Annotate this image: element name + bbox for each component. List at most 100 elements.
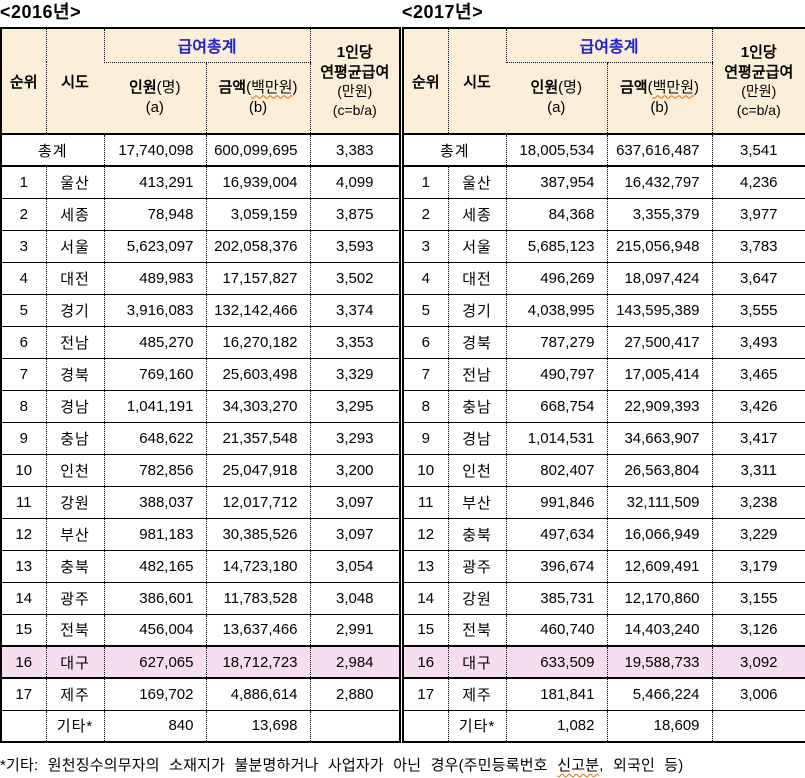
table-row: 9 충남 648,622 21,357,548 3,293 [1, 422, 401, 454]
total-label-cell: 총계 [37, 142, 68, 160]
count-cell: 991,846 [505, 486, 607, 518]
table-row: 10 인천 802,407 26,563,804 3,311 [403, 454, 805, 486]
region-cell: 경남 [45, 390, 104, 422]
count-cell: 3,916,083 [103, 294, 206, 326]
rank-cell: 7 [19, 365, 28, 383]
count-cell: 181,841 [505, 678, 607, 710]
avg-cell: 3,126 [711, 614, 805, 646]
amount-cell: 18,097,424 [606, 262, 713, 294]
rank-cell: 1 [421, 173, 430, 191]
table-row: 11 부산 991,846 32,111,509 3,238 [403, 486, 805, 518]
salary-table-2017: 순위 시도 급여총계 1인당 연평균급여 (만원) (c=b/a) 인원(명) … [402, 27, 805, 743]
amount-cell: 3,059,159 [205, 198, 311, 230]
rank-cell: 5 [421, 301, 430, 319]
per-capita-header: 1인당 연평균급여 (만원) (c=b/a) [711, 28, 805, 134]
salary-table-2016: 순위 시도 급여총계 1인당 연평균급여 (만원) (c=b/a) 인원(명) … [0, 27, 402, 743]
count-cell: 489,983 [103, 262, 206, 294]
amount-cell: 14,723,180 [205, 550, 311, 582]
count-cell: 482,165 [103, 550, 206, 582]
count-header: 인원(명) (a) [104, 62, 206, 134]
region-cell: 대전 [447, 262, 506, 294]
table-row-etc: 기타* 1,082 18,609 [403, 710, 805, 742]
avg-cell: 3,229 [711, 518, 805, 550]
amount-cell: 30,385,526 [205, 518, 311, 550]
avg-cell: 3,647 [711, 262, 805, 294]
amount-cell: 143,595,389 [606, 294, 713, 326]
region-cell: 기타* [45, 710, 104, 742]
rank-cell: 8 [421, 397, 430, 415]
avg-cell: 3,875 [309, 198, 401, 230]
amount-cell: 19,588,733 [606, 646, 713, 678]
region-cell: 대구 [447, 646, 506, 678]
count-cell: 456,004 [103, 614, 206, 646]
table-section-2016: <2016년> 순위 시도 급여총계 1인당 연평균급여 (만원) (c=b/a… [0, 0, 402, 743]
avg-cell: 3,006 [711, 678, 805, 710]
rank-cell: 11 [15, 493, 32, 511]
amount-cell: 132,142,466 [205, 294, 311, 326]
rank-cell: 3 [421, 237, 430, 255]
count-cell: 4,038,995 [505, 294, 607, 326]
rank-cell: 17 [417, 685, 435, 703]
table-row: 9 경남 1,014,531 34,663,907 3,417 [403, 422, 805, 454]
region-cell: 경북 [447, 326, 506, 358]
rank-cell: 10 [417, 461, 435, 479]
amount-cell: 16,270,182 [205, 326, 311, 358]
rank-cell: 8 [19, 397, 28, 415]
avg-cell: 3,353 [309, 326, 401, 358]
table-row: 16 대구 633,509 19,588,733 3,092 [403, 646, 805, 678]
table-row: 15 전북 460,740 14,403,240 3,126 [403, 614, 805, 646]
rank-cell: 13 [417, 557, 435, 575]
avg-cell: 3,465 [711, 358, 805, 390]
region-cell: 대전 [45, 262, 104, 294]
count-header: 인원(명) (a) [506, 62, 607, 134]
count-cell: 386,601 [103, 582, 206, 614]
avg-cell: 3,783 [711, 230, 805, 262]
region-cell: 강원 [45, 486, 104, 518]
table-row: 1 울산 413,291 16,939,004 4,099 [1, 166, 401, 198]
rank-cell: 15 [417, 621, 435, 639]
table-row: 5 경기 3,916,083 132,142,466 3,374 [1, 294, 401, 326]
count-cell: 496,269 [505, 262, 607, 294]
count-cell: 388,037 [103, 486, 206, 518]
count-cell: 782,856 [103, 454, 206, 486]
region-header: 시도 [447, 28, 506, 134]
count-cell: 485,270 [103, 326, 206, 358]
avg-cell: 3,179 [711, 550, 805, 582]
avg-cell: 3,374 [309, 294, 401, 326]
amount-cell: 215,056,948 [606, 230, 713, 262]
table-row: 8 충남 668,754 22,909,393 3,426 [403, 390, 805, 422]
amount-cell: 34,663,907 [606, 422, 713, 454]
region-cell: 충남 [447, 390, 506, 422]
footnote-text: , 외국인 등) [599, 757, 684, 774]
table-row-total: 총계 17,740,098 600,099,695 3,383 [1, 134, 401, 166]
amount-cell: 26,563,804 [606, 454, 713, 486]
rank-cell: 5 [19, 301, 28, 319]
rank-cell: 15 [15, 621, 33, 639]
avg-cell: 2,991 [309, 614, 401, 646]
region-cell: 대구 [45, 646, 104, 678]
avg-cell: 3,155 [711, 582, 805, 614]
count-cell: 981,183 [103, 518, 206, 550]
rank-cell: 12 [15, 525, 33, 543]
avg-cell: 2,880 [309, 678, 401, 710]
count-cell: 769,160 [103, 358, 206, 390]
table-row: 12 부산 981,183 30,385,526 3,097 [1, 518, 401, 550]
table-row: 3 서울 5,685,123 215,056,948 3,783 [403, 230, 805, 262]
count-cell: 413,291 [103, 166, 206, 198]
region-cell: 울산 [45, 166, 104, 198]
avg-cell: 3,541 [711, 134, 805, 166]
avg-cell: 4,236 [711, 166, 805, 198]
table-row: 6 전남 485,270 16,270,182 3,353 [1, 326, 401, 358]
footnote-text: *기타: 원천징수의무자의 소재지가 불분명하거나 사업자가 아닌 경우(주민등… [0, 757, 558, 774]
region-cell: 광주 [447, 550, 506, 582]
count-cell: 169,702 [103, 678, 206, 710]
amount-cell: 27,500,417 [606, 326, 713, 358]
avg-cell: 3,054 [309, 550, 401, 582]
rank-cell: 2 [421, 205, 430, 223]
rank-cell: 11 [417, 493, 434, 511]
amount-cell: 3,355,379 [606, 198, 713, 230]
table-row: 2 세종 78,948 3,059,159 3,875 [1, 198, 401, 230]
avg-cell [309, 710, 401, 742]
amount-cell: 22,909,393 [606, 390, 713, 422]
count-cell: 84,368 [505, 198, 607, 230]
